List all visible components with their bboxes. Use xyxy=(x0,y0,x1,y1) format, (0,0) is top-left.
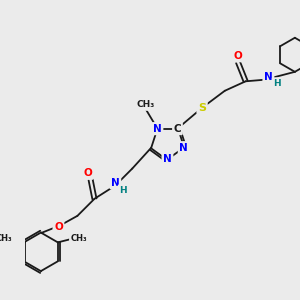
Text: S: S xyxy=(198,103,206,113)
Text: CH₃: CH₃ xyxy=(70,234,87,243)
Text: O: O xyxy=(54,222,63,232)
Text: N: N xyxy=(163,154,172,164)
Text: C: C xyxy=(174,124,181,134)
Text: N: N xyxy=(179,143,188,153)
Text: O: O xyxy=(83,168,92,178)
Text: N: N xyxy=(153,124,162,134)
Text: H: H xyxy=(273,79,281,88)
Text: CH₃: CH₃ xyxy=(137,100,155,109)
Text: N: N xyxy=(264,72,273,82)
Text: O: O xyxy=(234,51,242,61)
Text: H: H xyxy=(119,186,127,195)
Text: CH₃: CH₃ xyxy=(0,234,13,243)
Text: N: N xyxy=(111,178,120,188)
